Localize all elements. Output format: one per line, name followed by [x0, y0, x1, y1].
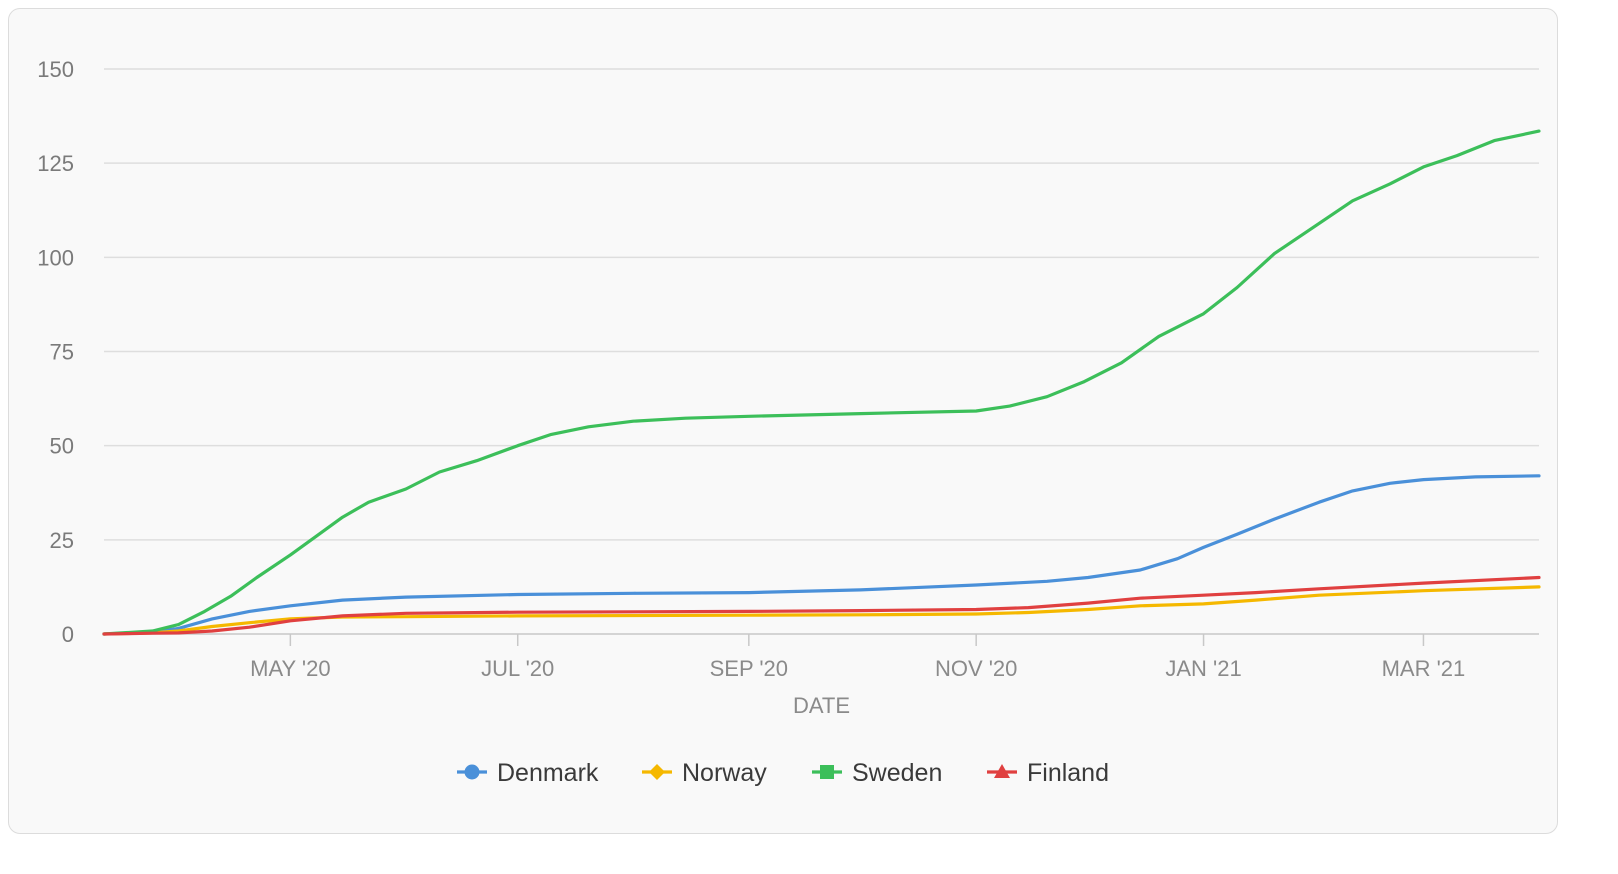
x-tick-label: SEP '20: [710, 656, 788, 681]
x-axis-title: DATE: [793, 693, 850, 718]
legend-item-norway[interactable]: Norway: [642, 759, 767, 787]
x-tick-label: JUL '20: [481, 656, 554, 681]
x-tick-label: NOV '20: [935, 656, 1017, 681]
gridlines: [104, 68, 1539, 635]
series-line-sweden: [102, 129, 1541, 636]
y-tick-label: 50: [50, 434, 74, 459]
legend-item-denmark[interactable]: Denmark: [457, 759, 599, 787]
legend: Denmark Norway Sweden Finland: [457, 759, 1109, 787]
y-tick-label: 25: [50, 528, 74, 553]
y-tick-label: 150: [37, 57, 74, 82]
x-tick-label: MAR '21: [1382, 656, 1466, 681]
series-line-finland: [102, 575, 1541, 636]
series-line-denmark: [102, 474, 1541, 636]
x-axis-ticks: MAY '20 JUL '20 SEP '20 NOV '20 JAN '21 MAR '…: [250, 634, 1465, 681]
line-chart: 0 25 50 75 100 125 150 MAY '20 JUL '20 SEP '20 NO…: [37, 57, 1541, 787]
y-axis-ticks: 0 25 50 75 100 125 150: [37, 57, 74, 647]
square-marker-icon: [820, 765, 834, 779]
legend-item-finland[interactable]: Finland: [987, 759, 1109, 787]
legend-label: Denmark: [497, 759, 599, 787]
diamond-marker-icon: [649, 764, 665, 780]
legend-item-sweden[interactable]: Sweden: [812, 759, 942, 787]
triangle-marker-icon: [994, 764, 1010, 778]
y-tick-label: 75: [50, 340, 74, 365]
series-line-norway: [102, 585, 1541, 636]
series-lines: [102, 129, 1541, 636]
x-tick-label: JAN '21: [1165, 656, 1241, 681]
circle-marker-icon: [464, 764, 480, 780]
legend-label: Sweden: [852, 759, 942, 787]
chart-card: 0 25 50 75 100 125 150 MAY '20 JUL '20 SEP '20 NO…: [8, 8, 1558, 834]
x-tick-label: MAY '20: [250, 656, 330, 681]
y-tick-label: 125: [37, 151, 74, 176]
legend-label: Finland: [1027, 759, 1109, 787]
legend-label: Norway: [682, 759, 767, 787]
y-tick-label: 100: [37, 245, 74, 270]
y-tick-label: 0: [62, 622, 74, 647]
